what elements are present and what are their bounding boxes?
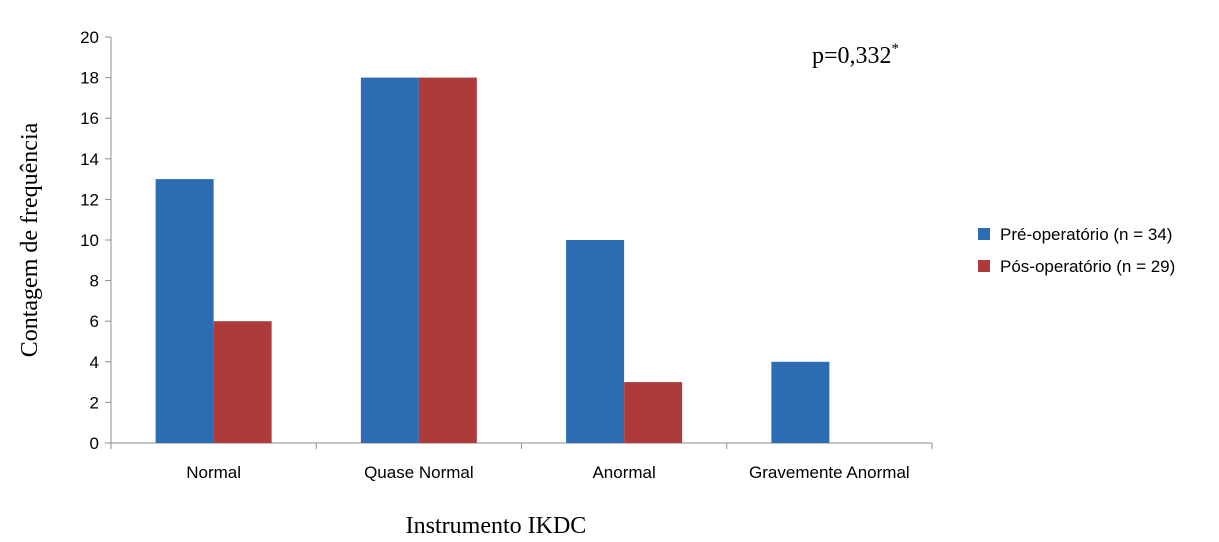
category-labels: Normal Quase Normal Anormal Gravemente Anor… — [186, 463, 909, 482]
bar-series-1 — [155, 179, 214, 443]
y-tick-label: 2 — [90, 393, 99, 412]
p-value-superscript: * — [892, 41, 900, 57]
legend-swatch — [978, 228, 990, 240]
bar-series-1 — [360, 77, 419, 443]
y-tick-label: 8 — [90, 272, 99, 291]
bar-series-1 — [566, 240, 625, 443]
legend-swatch — [978, 260, 990, 272]
x-tick-label: Anormal — [592, 463, 655, 482]
x-tick-label: Gravemente Anormal — [749, 463, 910, 482]
y-tick-label: 20 — [80, 28, 99, 47]
x-tick-label: Quase Normal — [364, 463, 474, 482]
bars — [155, 77, 830, 443]
y-tick-label: 4 — [90, 353, 99, 372]
bar-series-2 — [418, 77, 477, 443]
y-tick-label: 12 — [80, 190, 99, 209]
y-axis: 0 2 4 6 8 10 12 14 16 18 20 — [80, 28, 112, 453]
legend-label: Pós-operatório (n = 29) — [1000, 257, 1175, 276]
legend: Pré-operatório (n = 34) Pós-operatório (n… — [978, 225, 1175, 276]
bar-series-2 — [213, 321, 272, 443]
x-axis-title: Instrumento IKDC — [406, 513, 587, 539]
y-axis-title: Contagem de frequência — [17, 122, 43, 357]
y-tick-label: 18 — [80, 69, 99, 88]
y-tick-label: 10 — [80, 231, 99, 250]
y-tick-label: 16 — [80, 109, 99, 128]
x-tick-label: Normal — [186, 463, 241, 482]
p-value-annotation: p=0,332* — [812, 41, 899, 69]
y-tick-label: 14 — [80, 150, 99, 169]
y-tick-label: 0 — [90, 434, 99, 453]
p-value-text: p=0,332 — [812, 43, 892, 69]
y-tick-label: 6 — [90, 312, 99, 331]
bar-series-2 — [624, 382, 683, 443]
bar-series-1 — [771, 361, 830, 443]
legend-label: Pré-operatório (n = 34) — [1000, 225, 1172, 244]
x-axis — [110, 442, 933, 449]
